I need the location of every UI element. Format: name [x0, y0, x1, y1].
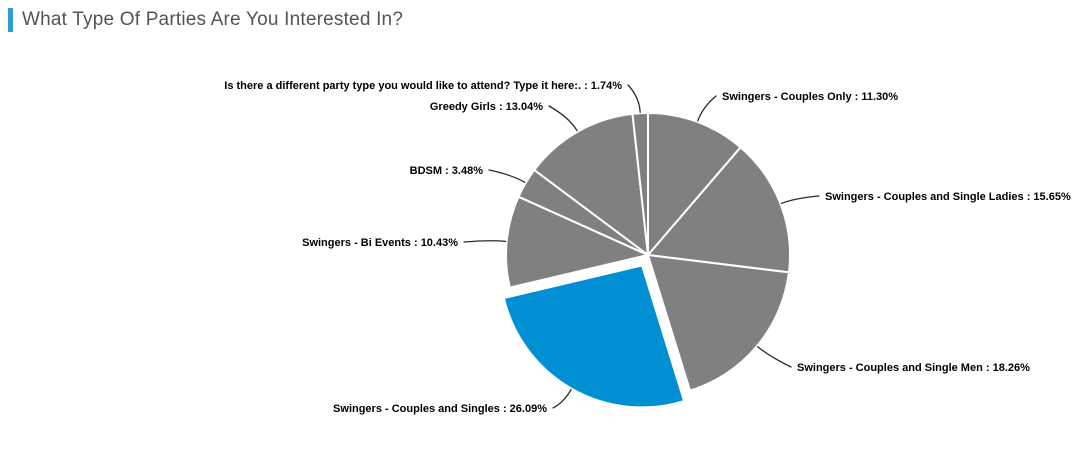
label-leader-line — [780, 195, 820, 205]
pie-slice[interactable] — [647, 146, 791, 274]
pie-slice-label: Greedy Girls : 13.04% — [430, 101, 543, 113]
label-leader-line — [552, 388, 572, 409]
chart-header: What Type Of Parties Are You Interested … — [8, 8, 403, 32]
pie-slice-label: Is there a different party type you woul… — [224, 80, 622, 92]
pie-slice[interactable] — [631, 112, 649, 256]
pie-slice[interactable] — [647, 112, 742, 256]
pie-slice[interactable] — [502, 264, 686, 409]
pie-slice-label: Swingers - Couples and Single Men : 18.2… — [797, 362, 1030, 374]
label-leader-line — [463, 240, 507, 243]
pie-slice-label: Swingers - Couples and Single Ladies : 1… — [825, 191, 1071, 203]
pie-slice-label: Swingers - Couples and Singles : 26.09% — [333, 403, 547, 415]
pie-slice-label: Swingers - Couples Only : 11.30% — [722, 91, 898, 103]
pie-slice-label: BDSM : 3.48% — [410, 165, 484, 177]
page-title: What Type Of Parties Are You Interested … — [22, 9, 404, 30]
label-leader-line — [627, 84, 641, 113]
label-leader-line — [548, 105, 578, 132]
pie-slice[interactable] — [533, 112, 649, 256]
label-leader-line — [488, 169, 526, 184]
pie-slice[interactable] — [647, 254, 790, 392]
label-leader-line — [757, 346, 792, 368]
title-accent-bar — [8, 8, 13, 32]
label-leader-line — [697, 95, 717, 122]
pie-slice[interactable] — [505, 195, 649, 289]
pie-slice-label: Swingers - Bi Events : 10.43% — [302, 237, 458, 249]
